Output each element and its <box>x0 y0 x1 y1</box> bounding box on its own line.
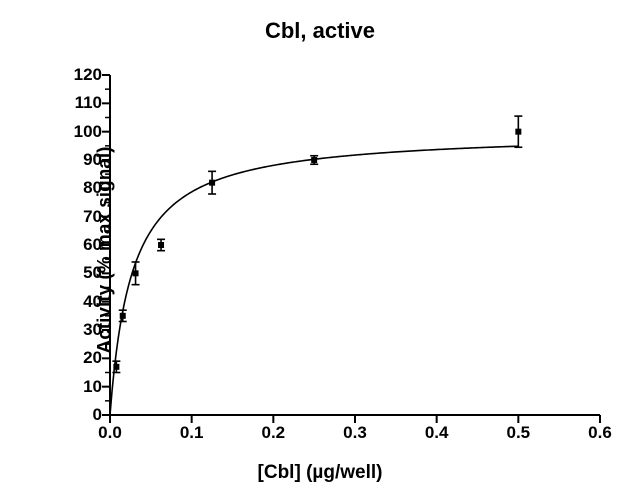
y-tick-label: 110 <box>75 93 102 113</box>
y-tick-label: 0 <box>93 405 102 425</box>
y-tick-label: 120 <box>74 65 102 85</box>
y-tick-label: 90 <box>83 150 102 170</box>
x-axis-label: [Cbl] (µg/well) <box>0 462 640 484</box>
y-tick-label: 30 <box>83 320 102 340</box>
y-tick-label: 80 <box>83 178 102 198</box>
x-tick-label: 0.6 <box>588 423 612 443</box>
x-tick-label: 0.4 <box>425 423 449 443</box>
y-tick-label: 70 <box>83 207 102 227</box>
x-tick-label: 0.5 <box>507 423 531 443</box>
y-tick-label: 10 <box>83 377 102 397</box>
x-tick-label: 0.1 <box>180 423 204 443</box>
plot-area: 0.00.10.20.30.40.50.60102030405060708090… <box>110 75 600 415</box>
y-tick-label: 100 <box>74 122 102 142</box>
x-tick-label: 0.0 <box>98 423 122 443</box>
chart-title: Cbl, active <box>0 18 640 44</box>
x-tick-label: 0.2 <box>262 423 286 443</box>
x-tick-label: 0.3 <box>343 423 367 443</box>
y-tick-label: 60 <box>83 235 102 255</box>
y-tick-label: 50 <box>83 263 102 283</box>
y-tick-label: 20 <box>83 348 102 368</box>
chart-container: Cbl, active Activity (% max signal) [Cbl… <box>0 0 640 500</box>
y-tick-label: 40 <box>83 292 102 312</box>
